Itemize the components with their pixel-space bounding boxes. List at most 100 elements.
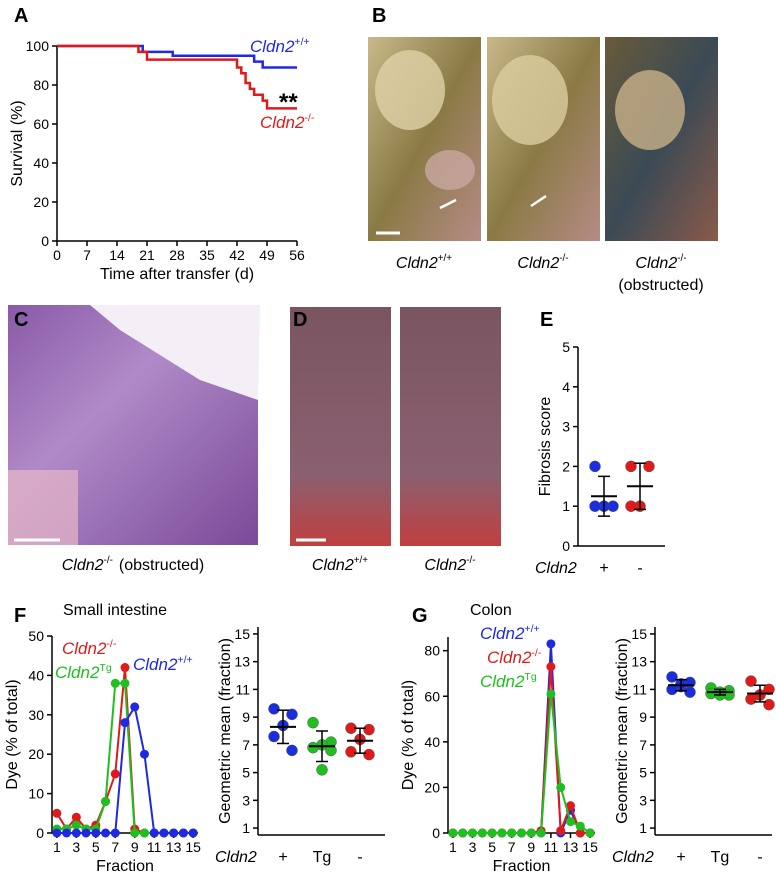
dye-point <box>468 828 477 838</box>
dot <box>286 708 298 721</box>
y-tick-label: 10 <box>28 786 44 802</box>
dye-point <box>52 808 62 818</box>
arrow <box>530 194 547 208</box>
photos <box>8 37 718 546</box>
y-tick-label: 3 <box>242 792 250 808</box>
y-tick-label: 13 <box>631 654 647 670</box>
gene-sup: -/- <box>304 112 314 124</box>
x-tick-label: 13 <box>563 839 579 855</box>
gene-name: Cldn2 <box>396 255 438 272</box>
y-tick-label: 15 <box>631 626 647 642</box>
dye-line <box>56 682 194 834</box>
gene-sup: +/+ <box>438 253 453 264</box>
y-axis-label: Geometric mean (fraction) <box>614 638 631 824</box>
gene-sup: -/- <box>677 253 686 264</box>
y-tick-label: 60 <box>33 116 49 132</box>
gene-name: Cldn2 <box>62 557 104 574</box>
dye-point <box>448 828 458 838</box>
x-tick-label: 35 <box>199 247 215 263</box>
y-tick-label: 0 <box>432 825 440 841</box>
y-tick-label: 13 <box>234 654 250 670</box>
dye-point <box>566 801 575 811</box>
x-tick-label: 3 <box>469 839 477 855</box>
dye-point <box>566 817 575 827</box>
y-tick-label: 11 <box>235 681 250 697</box>
y-tick-label: 4 <box>562 379 570 395</box>
dot <box>268 703 280 715</box>
annotation: ** <box>279 89 298 116</box>
dye-point <box>556 826 566 836</box>
photo-detail <box>425 150 475 190</box>
y-tick-label: 5 <box>242 765 250 781</box>
y-tick-label: 9 <box>639 709 647 725</box>
x-tick-label: + <box>599 560 608 577</box>
dye-point <box>149 828 159 838</box>
gene-label: Cldn2+/+ <box>312 555 368 574</box>
dye-point <box>546 639 556 649</box>
dot <box>307 716 319 729</box>
gene-name: Cldn2 <box>480 672 525 691</box>
x-tick-label: Tg <box>711 849 730 866</box>
gene-name: Cldn2 <box>133 655 178 674</box>
x-tick-label: 9 <box>527 839 535 855</box>
gene-sup: Tg <box>99 662 111 674</box>
panel-label: F <box>14 605 26 627</box>
dot <box>763 698 775 711</box>
dye-point <box>507 828 517 838</box>
x-tick-label: 15 <box>185 839 201 855</box>
gene-sup: -/- <box>106 638 116 650</box>
y-tick-label: 40 <box>33 155 49 171</box>
dot <box>625 460 637 473</box>
y-tick-label: 0 <box>36 825 44 841</box>
dot <box>286 744 298 757</box>
dye-point <box>487 828 497 838</box>
y-axis-label: Survival (%) <box>9 100 26 186</box>
dye-point <box>62 828 72 838</box>
y-tick-label: 7 <box>242 737 250 753</box>
dye-point <box>169 828 179 838</box>
photo-detail <box>615 70 685 150</box>
gene-name: Cldn2 <box>312 557 354 574</box>
dot <box>625 500 637 512</box>
dot <box>684 686 696 698</box>
dye-point <box>101 828 111 838</box>
gene-sup: -/- <box>466 555 475 566</box>
x-tick-label: + <box>676 849 685 866</box>
y-tick-label: 1 <box>562 498 570 514</box>
x-tick-label: 0 <box>53 247 61 263</box>
dye-point <box>120 718 130 728</box>
y-tick-label: 80 <box>33 77 49 93</box>
gene-label: Cldn2-/- <box>62 638 117 658</box>
x-axis-label: Cldn2 <box>535 560 577 577</box>
dye-point <box>52 828 62 838</box>
dot <box>589 460 601 473</box>
dye-point <box>110 678 120 688</box>
x-tick-label: 7 <box>111 839 119 855</box>
x-tick-label: 42 <box>229 247 245 263</box>
x-tick-label: 7 <box>83 247 91 263</box>
y-axis-label: Fibrosis score <box>537 397 554 497</box>
y-tick-label: 9 <box>242 709 250 725</box>
gene-name: Cldn2 <box>480 624 525 643</box>
gene-name: Cldn2 <box>517 255 559 272</box>
dye-point <box>517 828 526 838</box>
gene-label: Cldn2-/- <box>260 112 315 132</box>
gene-name: Cldn2 <box>635 255 677 272</box>
y-axis-label: Dye (% of total) <box>400 680 417 790</box>
gene-label: Cldn2Tg <box>480 671 537 691</box>
x-tick-label: 28 <box>169 247 185 263</box>
gene-sup: Tg <box>524 671 536 683</box>
y-tick-label: 5 <box>639 765 647 781</box>
gene-name: Cldn2 <box>250 37 295 56</box>
gene-label: Cldn2-/- (obstructed) <box>62 555 205 574</box>
dye-point <box>130 702 140 712</box>
y-tick-label: 2 <box>562 458 570 474</box>
y-tick-label: 1 <box>639 820 647 836</box>
dot <box>763 683 775 696</box>
gene-name: Cldn2 <box>260 113 305 132</box>
dot <box>307 741 319 754</box>
dye-point <box>120 678 130 688</box>
dot <box>745 675 757 687</box>
dot <box>363 723 375 736</box>
